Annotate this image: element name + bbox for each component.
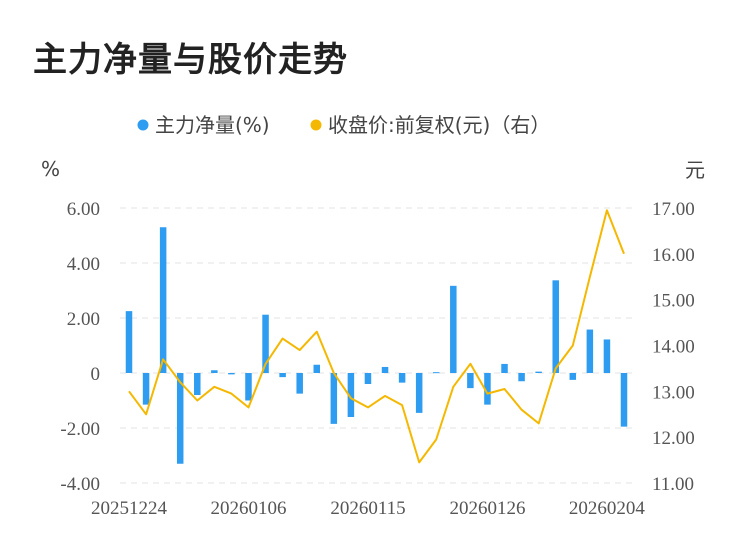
x-axis: 20251224 20260106 20260115 20260126 20260204: [91, 498, 645, 519]
price-line: [128, 209, 625, 464]
bar: [279, 373, 286, 378]
bar: [330, 373, 338, 424]
bar: [415, 373, 423, 413]
bar: [535, 371, 542, 373]
right-tick-label: 15.00: [652, 291, 695, 312]
right-tick-label: 12.00: [652, 428, 695, 449]
bar: [620, 373, 628, 427]
bar: [142, 373, 150, 405]
right-tick-label: 11.00: [652, 474, 694, 495]
right-tick-label: 14.00: [652, 337, 695, 358]
bar-series: [125, 227, 628, 464]
left-tick-label: 6.00: [67, 199, 100, 220]
right-tick-label: 17.00: [652, 199, 695, 220]
bar: [450, 285, 457, 373]
legend-label-line: 收盘价:前复权(元)（右）: [328, 113, 550, 137]
x-tick-label: 20251224: [91, 498, 168, 519]
right-tick-label: 13.00: [652, 382, 695, 403]
bar: [432, 372, 440, 374]
left-axis-unit: %: [41, 157, 60, 181]
bar: [603, 339, 611, 373]
x-tick-label: 20260126: [449, 498, 525, 519]
bar: [569, 373, 577, 380]
bar: [586, 329, 594, 373]
x-tick-label: 20260204: [569, 498, 646, 519]
bar: [159, 227, 167, 373]
left-axis: 6.00 4.00 2.00 0 -2.00 -4.00: [60, 199, 100, 495]
right-axis: 17.00 16.00 15.00 14.00 13.00 12.00 11.00: [652, 199, 695, 495]
left-tick-label: 4.00: [67, 254, 100, 275]
left-tick-label: -2.00: [60, 419, 100, 440]
bar: [211, 370, 218, 373]
x-tick-label: 20260115: [330, 498, 405, 519]
line-series: [128, 209, 625, 464]
bar: [313, 364, 321, 373]
bar: [484, 373, 491, 405]
bar: [398, 373, 406, 383]
bar: [262, 314, 269, 373]
legend-marker-line: [310, 119, 322, 131]
bar: [467, 373, 474, 389]
bar: [228, 373, 235, 375]
bar: [364, 373, 372, 384]
legend-marker-bar: [137, 119, 149, 131]
x-tick-label: 20260106: [210, 498, 286, 519]
legend: 主力净量(%) 收盘价:前复权(元)（右）: [137, 113, 550, 137]
bar: [518, 373, 525, 382]
bar: [552, 280, 559, 373]
left-tick-label: 2.00: [67, 309, 100, 330]
chart-title: 主力净量与股价走势: [33, 40, 348, 80]
bar: [125, 311, 133, 373]
bar: [194, 373, 201, 395]
left-tick-label: 0: [91, 364, 101, 385]
legend-label-bar: 主力净量(%): [155, 113, 270, 137]
gridlines: [120, 207, 632, 484]
bar: [347, 373, 355, 417]
left-tick-label: -4.00: [60, 474, 100, 495]
bar: [381, 366, 389, 373]
bar: [176, 373, 184, 464]
bar: [296, 373, 303, 394]
right-axis-unit: 元: [685, 158, 705, 182]
bar: [501, 363, 508, 373]
right-tick-label: 16.00: [652, 245, 695, 266]
bar: [245, 373, 252, 401]
